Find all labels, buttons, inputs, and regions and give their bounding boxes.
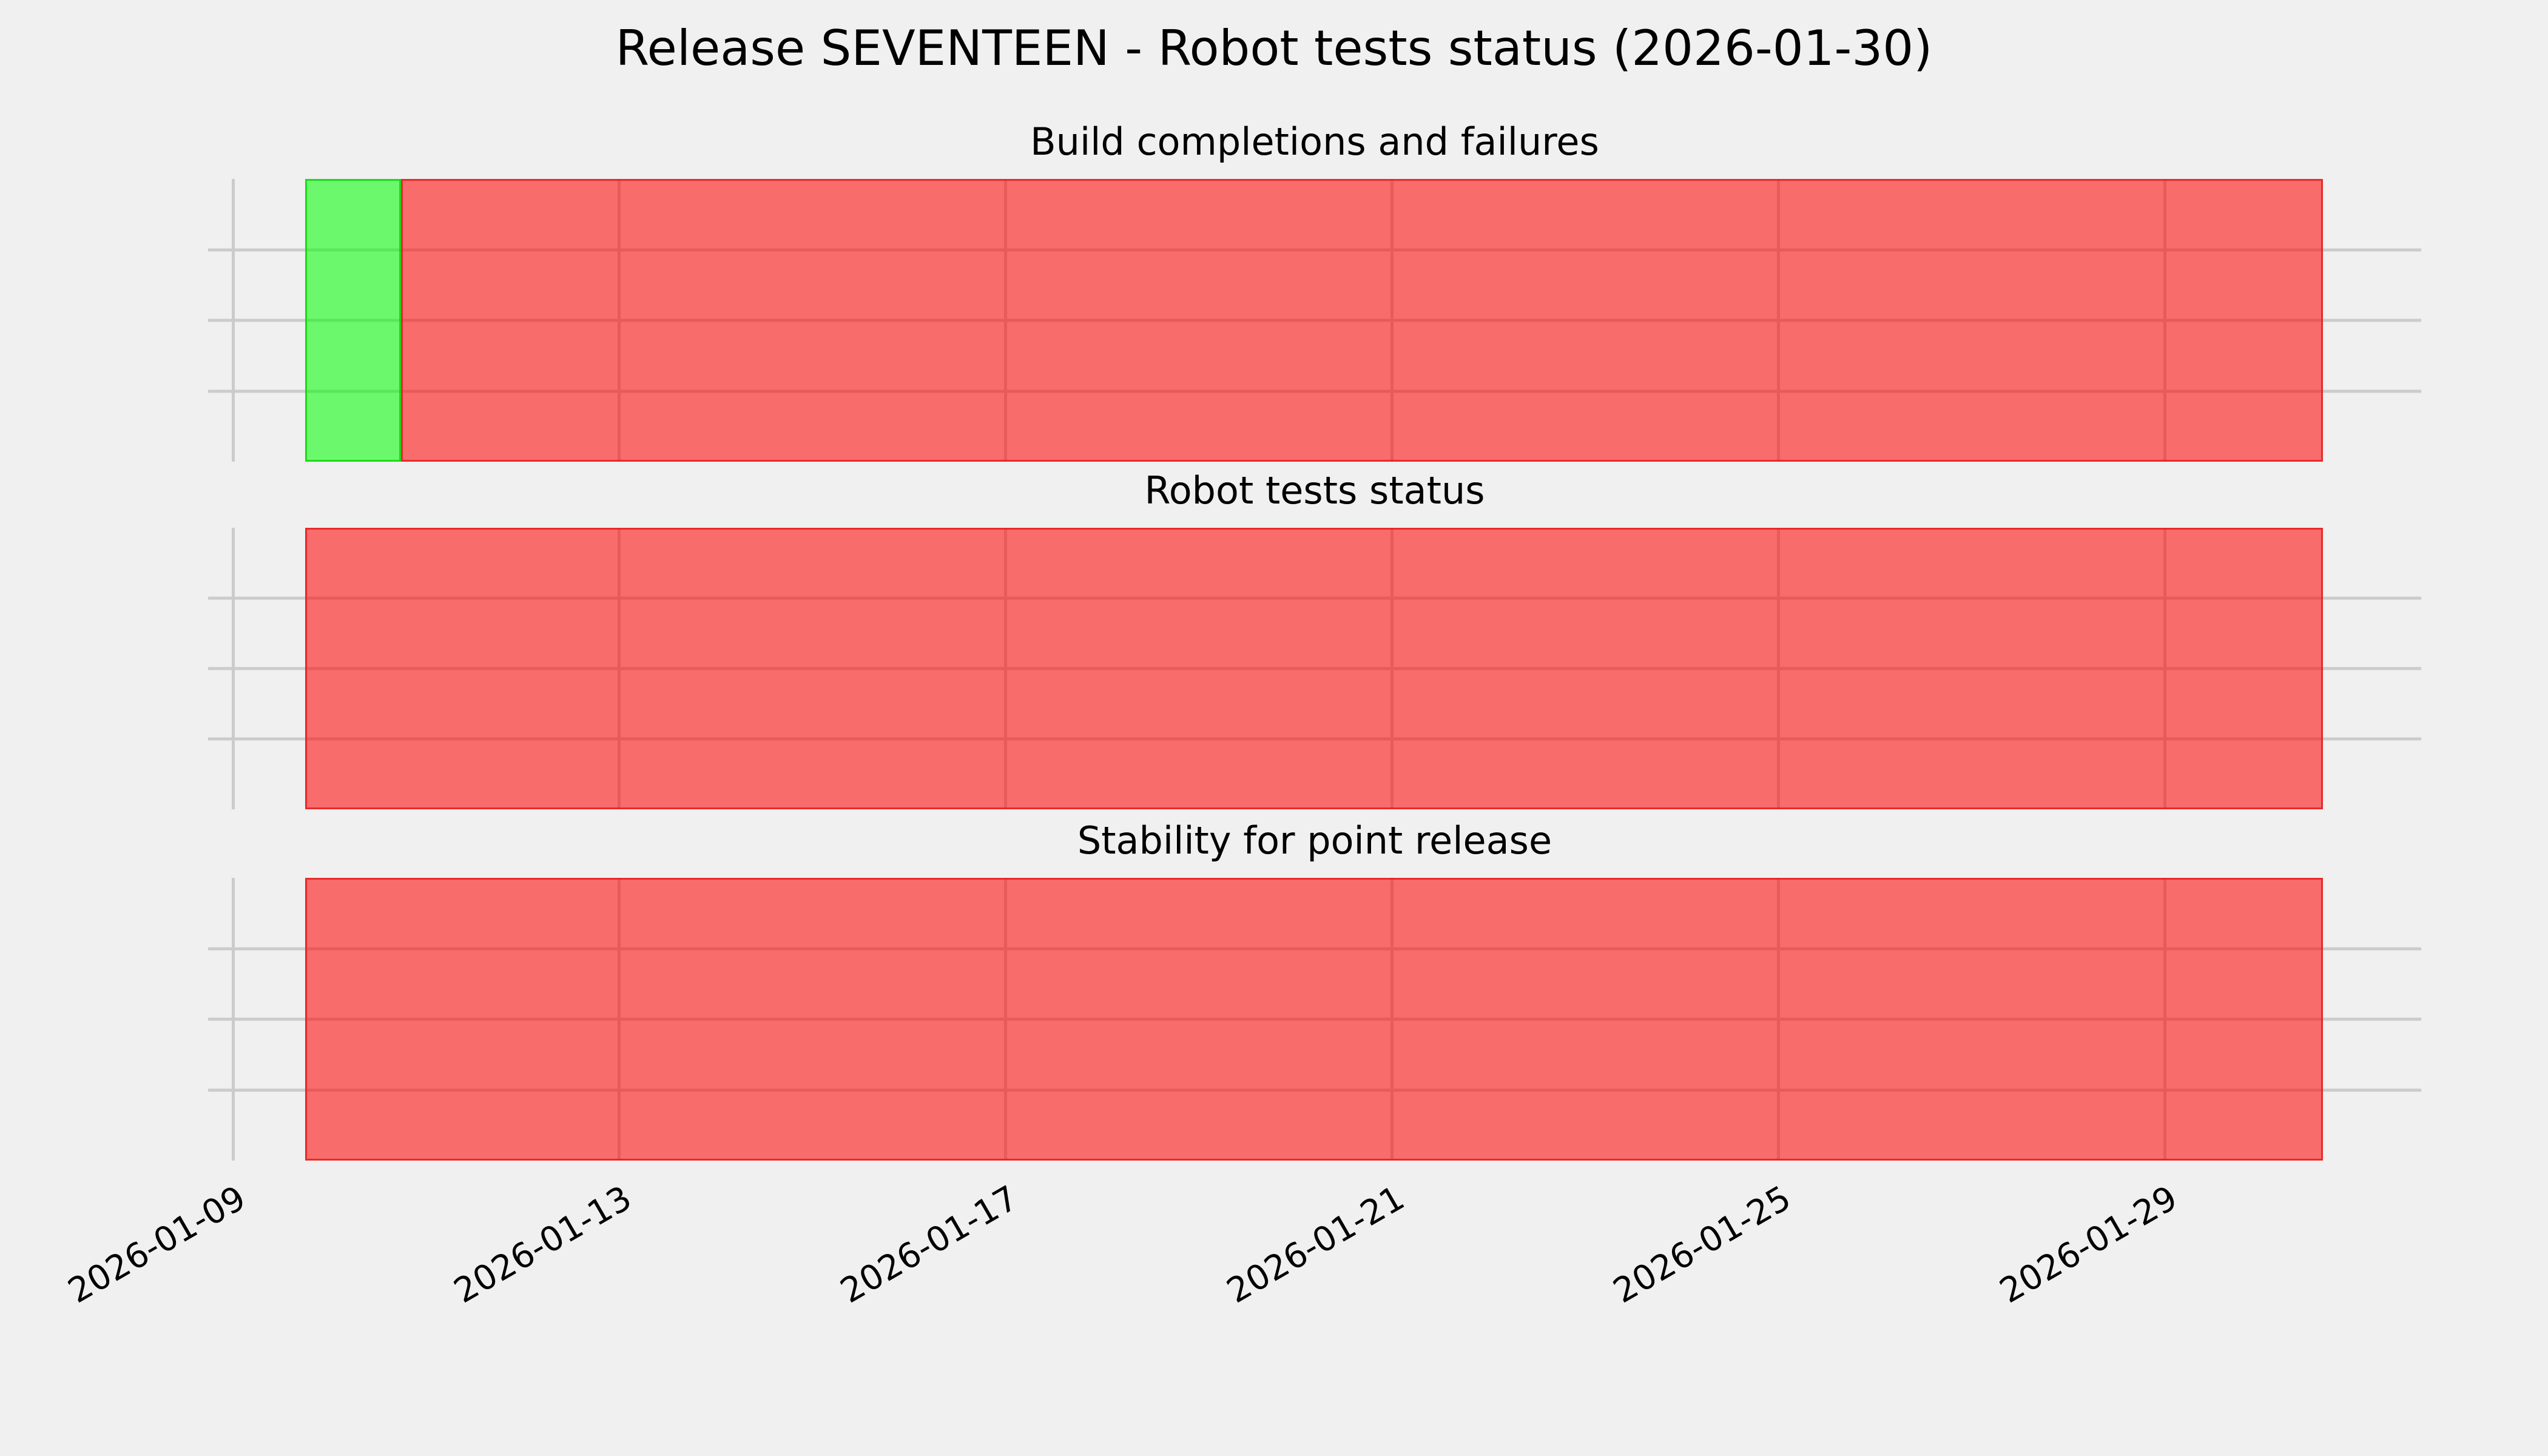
subplot-axes [208, 528, 2421, 809]
x-tick-label: 2026-01-13 [447, 1178, 639, 1312]
subplot-title: Build completions and failures [1030, 120, 1599, 164]
subplot-title: Stability for point release [1077, 818, 1552, 863]
x-tick-label: 2026-01-29 [1993, 1178, 2184, 1312]
subplot-axes [208, 878, 2421, 1161]
status-bar-segment-fail [305, 878, 2324, 1161]
figure-title: Release SEVENTEEN - Robot tests status (… [615, 20, 1933, 76]
subplot-axes [208, 179, 2421, 462]
v-gridline [231, 878, 235, 1161]
x-tick-label: 2026-01-25 [1606, 1178, 1798, 1312]
v-gridline [231, 179, 235, 462]
subplot-title: Robot tests status [1144, 468, 1485, 513]
status-bar-segment-fail [305, 528, 2324, 809]
x-tick-label: 2026-01-21 [1220, 1178, 1411, 1312]
x-tick-label: 2026-01-17 [834, 1178, 1025, 1312]
x-tick-label: 2026-01-09 [61, 1178, 252, 1312]
status-bar-segment-pass [305, 179, 401, 462]
status-bar-segment-fail [401, 179, 2324, 462]
v-gridline [231, 528, 235, 809]
